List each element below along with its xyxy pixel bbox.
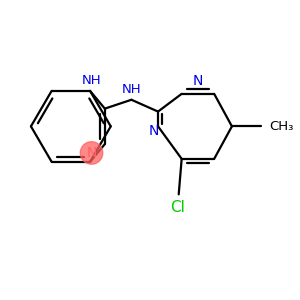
Text: CH₃: CH₃ — [269, 120, 293, 133]
Text: NH: NH — [82, 74, 101, 87]
Text: N: N — [86, 146, 97, 160]
Text: N: N — [148, 124, 159, 138]
Text: N: N — [193, 74, 203, 88]
Text: Cl: Cl — [170, 200, 185, 215]
Text: NH: NH — [122, 83, 141, 96]
Circle shape — [80, 142, 103, 164]
